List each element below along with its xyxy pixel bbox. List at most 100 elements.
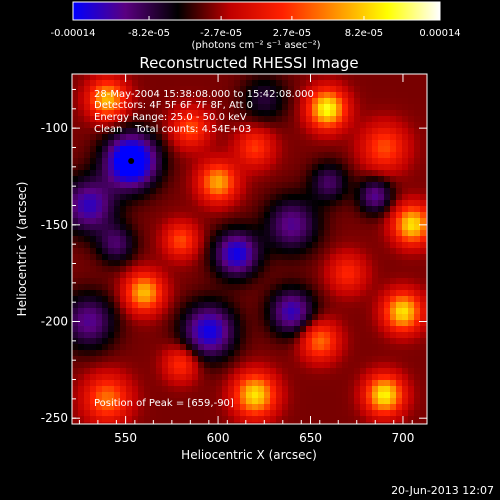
heatmap-cell	[276, 224, 283, 231]
heatmap-cell	[168, 164, 175, 171]
heatmap-cell	[150, 398, 157, 405]
heatmap-cell	[390, 290, 397, 297]
heatmap-cell	[144, 350, 151, 357]
heatmap-cell	[144, 278, 151, 285]
heatmap-cell	[234, 326, 241, 333]
heatmap-cell	[84, 404, 91, 411]
heatmap-cell	[114, 200, 121, 207]
heatmap-cell	[144, 218, 151, 225]
heatmap-cell	[174, 218, 181, 225]
heatmap-cell	[402, 278, 409, 285]
heatmap-cell	[126, 242, 133, 249]
heatmap-cell	[204, 170, 211, 177]
heatmap-cell	[330, 206, 337, 213]
heatmap-cell	[132, 284, 139, 291]
heatmap-cell	[102, 206, 109, 213]
heatmap-cell	[294, 332, 301, 339]
heatmap-cell	[150, 314, 157, 321]
heatmap-cell	[78, 350, 85, 357]
heatmap-cell	[228, 152, 235, 159]
heatmap-cell	[168, 152, 175, 159]
heatmap-cell	[384, 260, 391, 267]
heatmap-cell	[78, 260, 85, 267]
heatmap-cell	[150, 86, 157, 93]
heatmap-cell	[132, 122, 139, 129]
heatmap-cell	[390, 386, 397, 393]
heatmap-cell	[150, 176, 157, 183]
heatmap-cell	[396, 362, 403, 369]
heatmap-cell	[180, 392, 187, 399]
heatmap-cell	[96, 326, 103, 333]
heatmap-cell	[138, 110, 145, 117]
heatmap-cell	[174, 248, 181, 255]
heatmap-cell	[258, 242, 265, 249]
heatmap-cell	[402, 314, 409, 321]
heatmap-cell	[144, 392, 151, 399]
heatmap-cell	[384, 368, 391, 375]
heatmap-cell	[336, 212, 343, 219]
heatmap-cell	[414, 368, 421, 375]
heatmap-cell	[114, 296, 121, 303]
heatmap-cell	[246, 74, 253, 81]
heatmap-cell	[216, 200, 223, 207]
heatmap-cell	[198, 326, 205, 333]
heatmap-cell	[162, 416, 169, 423]
heatmap-cell	[288, 320, 295, 327]
heatmap-cell	[90, 98, 97, 105]
heatmap-cell	[192, 98, 199, 105]
heatmap-cell	[282, 134, 289, 141]
heatmap-cell	[264, 290, 271, 297]
heatmap-cell	[378, 140, 385, 147]
heatmap-cell	[414, 410, 421, 417]
heatmap-cell	[126, 110, 133, 117]
heatmap-cell	[138, 158, 145, 165]
heatmap-cell	[354, 248, 361, 255]
heatmap-cell	[294, 140, 301, 147]
heatmap-cell	[306, 296, 313, 303]
heatmap-cell	[348, 332, 355, 339]
heatmap-cell	[144, 368, 151, 375]
heatmap-cell	[162, 224, 169, 231]
heatmap-cell	[246, 212, 253, 219]
heatmap-cell	[72, 422, 79, 424]
heatmap-cell	[408, 140, 415, 147]
heatmap-cell	[270, 116, 277, 123]
heatmap-cell	[228, 278, 235, 285]
heatmap-cell	[324, 398, 331, 405]
heatmap-cell	[180, 122, 187, 129]
heatmap-cell	[198, 104, 205, 111]
heatmap-cell	[186, 164, 193, 171]
colorbar-tick-label: -8.2e-05	[128, 28, 170, 39]
heatmap-cell	[300, 98, 307, 105]
heatmap-cell	[96, 410, 103, 417]
heatmap-cell	[126, 362, 133, 369]
heatmap-cell	[198, 410, 205, 417]
heatmap-cell	[108, 296, 115, 303]
heatmap-cell	[342, 116, 349, 123]
heatmap-cell	[390, 212, 397, 219]
heatmap-cell	[210, 380, 217, 387]
heatmap-cell	[378, 278, 385, 285]
heatmap-cell	[132, 116, 139, 123]
heatmap-cell	[258, 404, 265, 411]
heatmap-cell	[402, 266, 409, 273]
heatmap-cell	[102, 230, 109, 237]
heatmap-cell	[390, 392, 397, 399]
heatmap-cell	[210, 416, 217, 423]
heatmap-cell	[78, 104, 85, 111]
heatmap-cell	[84, 236, 91, 243]
axis-ticks: 550 600 650 700-100-150-200-250	[41, 74, 427, 445]
heatmap-cell	[192, 224, 199, 231]
heatmap-cell	[348, 170, 355, 177]
heatmap-cell	[162, 248, 169, 255]
heatmap-cell	[222, 152, 229, 159]
heatmap-cell	[354, 284, 361, 291]
heatmap-cell	[144, 404, 151, 411]
heatmap-cell	[258, 236, 265, 243]
heatmap-cell	[336, 164, 343, 171]
heatmap-cell	[150, 134, 157, 141]
info-annotations: 28-May-2004 15:38:08.000 to 15:42:08.000…	[94, 89, 314, 409]
heatmap-cell	[264, 260, 271, 267]
heatmap-cell	[144, 410, 151, 417]
heatmap-cell	[330, 338, 337, 345]
